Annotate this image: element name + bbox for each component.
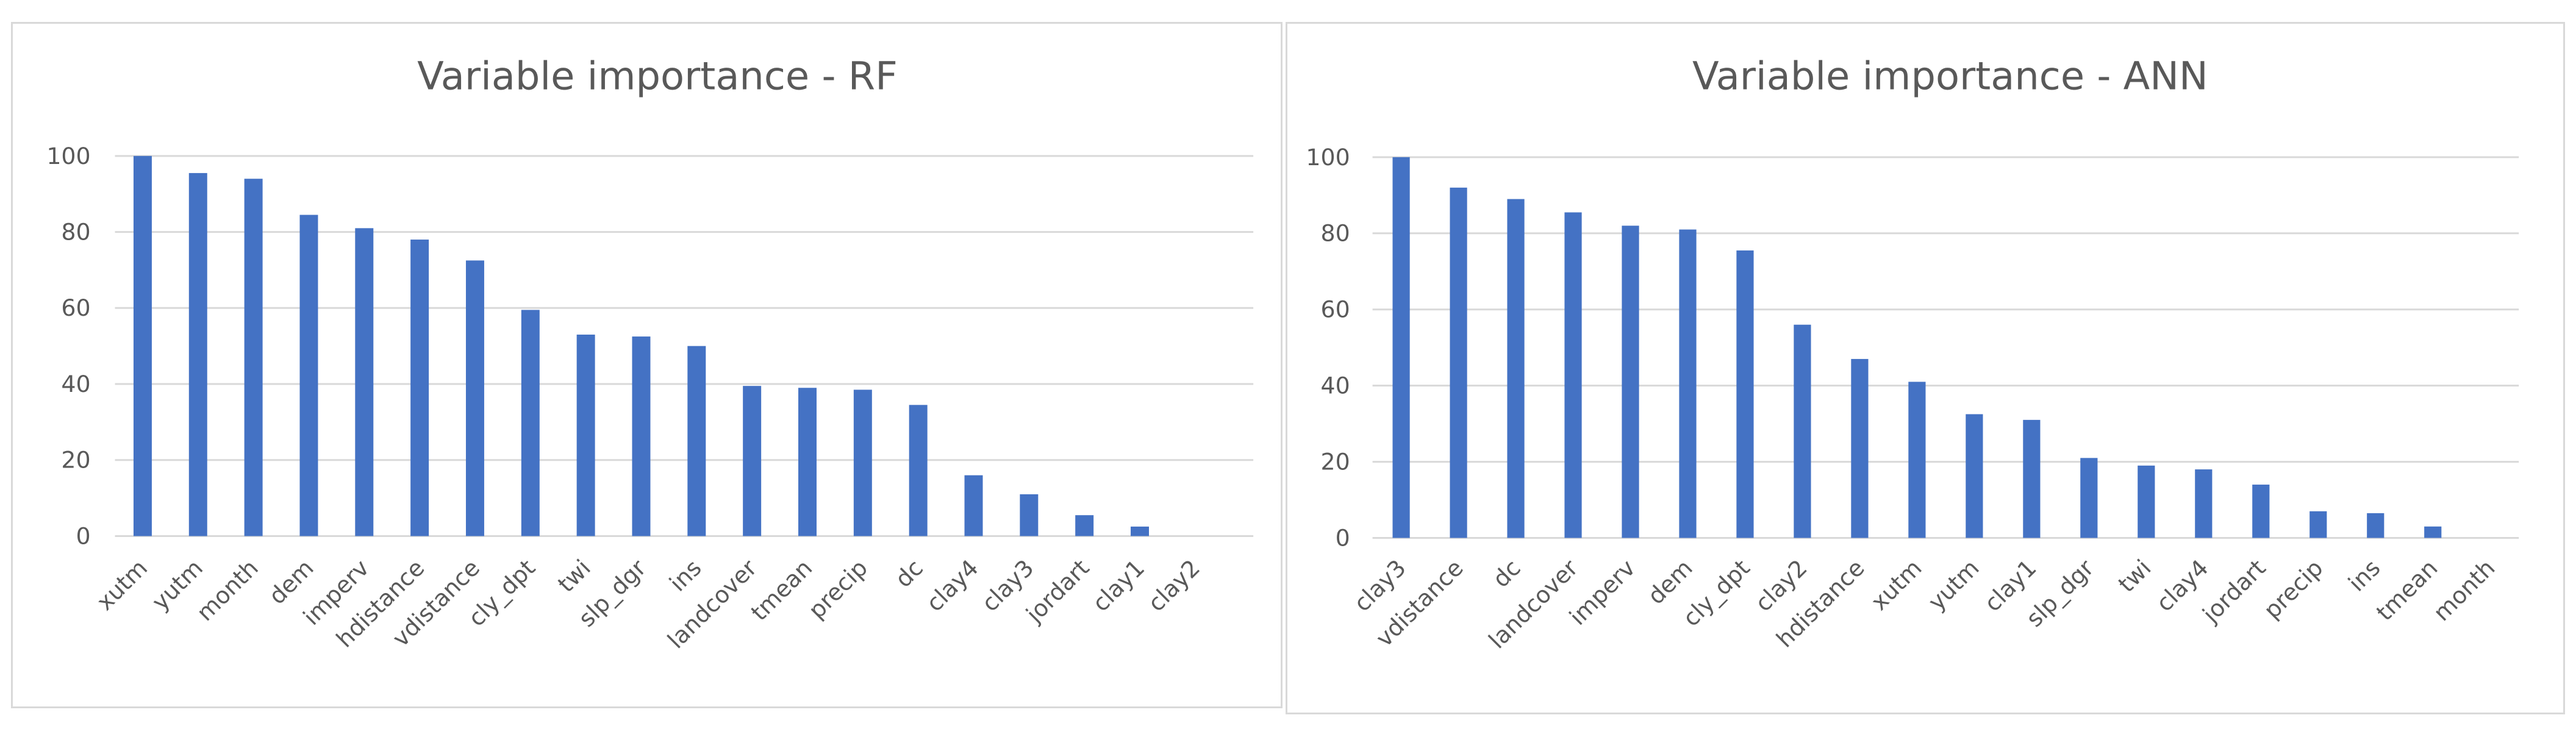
- x-tick-label: twi: [2113, 555, 2156, 598]
- bar: [1564, 212, 1582, 538]
- bar: [1131, 526, 1150, 536]
- bar: [964, 475, 983, 536]
- y-tick-label: 0: [76, 522, 91, 549]
- y-tick-label: 20: [61, 447, 90, 474]
- chart-title: Variable importance - ANN: [1692, 54, 2208, 99]
- bar-chart-rf: Variable importance - RF 0 20 40 60 80 100 xutm…: [46, 54, 1254, 654]
- bar: [2252, 485, 2270, 538]
- bar: [1851, 358, 1869, 538]
- bar: [853, 389, 872, 536]
- x-tick-label: jordart: [2197, 555, 2270, 628]
- bar: [2138, 465, 2155, 538]
- bar: [355, 228, 374, 536]
- x-tick-label: xutm: [1866, 555, 1927, 616]
- bar: [299, 215, 318, 536]
- y-tick-label: 60: [61, 294, 90, 321]
- x-tick-label: precip: [803, 554, 873, 624]
- bar: [632, 336, 651, 536]
- bar: [1020, 494, 1039, 536]
- bar: [2424, 526, 2442, 538]
- y-tick-label: 40: [1321, 372, 1350, 399]
- x-tick-label: ins: [2343, 555, 2386, 597]
- x-tick-label: month: [191, 554, 263, 626]
- bar: [798, 388, 817, 536]
- bar: [687, 346, 706, 536]
- bar: [133, 155, 152, 536]
- x-tick-label: yutm: [1923, 555, 1984, 616]
- y-tick-label: 40: [61, 371, 90, 397]
- bar: [410, 240, 429, 536]
- bar: [1679, 229, 1697, 538]
- x-tick-label: clay1: [1087, 554, 1150, 616]
- chart-panel-rf: Variable importance - RF 0 20 40 60 80 100 xutm…: [11, 22, 1283, 708]
- x-tick-label: tmean: [746, 554, 818, 625]
- bar: [1507, 199, 1525, 538]
- bar: [244, 179, 263, 536]
- bar: [1966, 414, 1983, 538]
- bar: [465, 260, 484, 536]
- bar: [1622, 226, 1639, 538]
- bar: [1450, 187, 1467, 538]
- bar: [1736, 250, 1754, 538]
- x-tick-label: xutm: [91, 554, 153, 615]
- bar: [1392, 157, 1410, 538]
- bar: [576, 334, 595, 536]
- y-tick-label: 0: [1336, 524, 1350, 551]
- bar: [1908, 382, 1926, 538]
- bar: [743, 386, 762, 536]
- x-tick-label: clay4: [921, 554, 984, 616]
- y-tick-label: 80: [61, 219, 90, 246]
- chart-panel-ann: Variable importance - ANN 0 20 40 60 80 100 cla…: [1286, 22, 2565, 714]
- x-tick-label: dc: [890, 554, 928, 592]
- bar: [2080, 458, 2098, 538]
- x-tick-label: twi: [553, 554, 596, 597]
- x-tick-label: precip: [2258, 555, 2328, 624]
- chart-title: Variable importance - RF: [417, 54, 898, 99]
- x-tick-label: ins: [664, 554, 707, 596]
- bar: [1075, 515, 1094, 536]
- y-tick-label: 60: [1321, 296, 1350, 323]
- bar: [521, 310, 540, 536]
- bar: [2023, 419, 2041, 538]
- x-tick-label: jordart: [1020, 554, 1094, 628]
- x-tick-label: dc: [1487, 555, 1526, 593]
- y-tick-label: 20: [1321, 449, 1350, 475]
- x-tick-label: imperv: [1564, 555, 1640, 631]
- bar: [2309, 511, 2327, 538]
- bar: [1794, 324, 1811, 538]
- y-tick-label: 80: [1321, 220, 1350, 247]
- bar-chart-ann: Variable importance - ANN020406080100cla…: [1306, 54, 2519, 654]
- y-tick-label: 100: [46, 143, 90, 169]
- x-tick-label: tmean: [2371, 555, 2443, 626]
- bar: [909, 405, 928, 536]
- bar: [188, 172, 207, 536]
- y-tick-label: 100: [1306, 144, 1350, 171]
- x-tick-label: month: [2428, 555, 2500, 627]
- bar: [2195, 469, 2213, 538]
- bar: [2367, 513, 2385, 538]
- x-tick-label: clay2: [1143, 554, 1206, 616]
